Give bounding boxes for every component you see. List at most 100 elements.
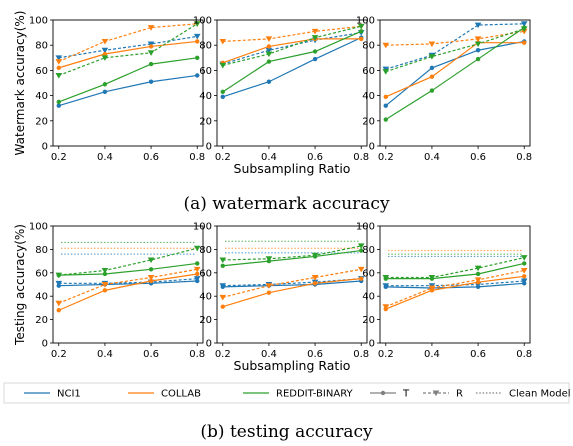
point-reddit-binary-r (147, 257, 155, 264)
series-nci1-t (222, 280, 362, 288)
point-nci1-r (219, 283, 227, 289)
point-reddit-binary-t (359, 248, 364, 253)
point-collab-t (148, 44, 154, 49)
point-reddit-binary-r (520, 255, 528, 261)
point-collab-t (522, 40, 527, 45)
point-reddit-binary-t (312, 49, 318, 54)
x-tick-label: 0.4 (261, 152, 277, 163)
x-tick-label: 0.2 (51, 152, 67, 163)
point-collab-r (193, 266, 201, 273)
series-nci1-r (58, 278, 198, 284)
point-reddit-binary-r (428, 54, 436, 60)
y-tick-label: 40 (35, 292, 48, 303)
point-nci1-t (220, 94, 225, 100)
legend: NCI1 COLLAB REDDIT-BINARY T R Clean Model (3, 382, 571, 404)
point-nci1-r (55, 55, 63, 61)
x-tick-label: 0.8 (189, 349, 205, 360)
legend-label: COLLAB (161, 389, 201, 400)
point-nci1-t (148, 79, 154, 84)
x-tick-label: 0.8 (516, 349, 532, 360)
y-tick-label: 0 (369, 339, 375, 350)
x-tick-label: 0.8 (189, 152, 205, 163)
series-collab-t (385, 275, 525, 310)
y-tick-label: 40 (199, 292, 212, 303)
point-collab-r (219, 38, 227, 45)
point-collab-r (265, 36, 273, 43)
point-reddit-binary-r (474, 41, 482, 48)
x-tick-label: 0.4 (97, 349, 113, 360)
point-nci1-r (55, 280, 63, 287)
series-reddit-binary-t (58, 57, 198, 103)
legend-label: R (456, 389, 463, 400)
series-reddit-binary-t (385, 27, 525, 121)
point-collab-r (147, 25, 155, 31)
axes-frame (379, 19, 531, 147)
x-tick-label: 0.6 (143, 349, 159, 360)
series-nci1-t (222, 37, 362, 98)
y-tick-label: 100 (356, 222, 375, 233)
series-reddit-binary-t (385, 262, 525, 280)
point-nci1-t (475, 48, 481, 53)
series-reddit-binary-r (222, 25, 362, 66)
y-tick-label: 0 (42, 142, 48, 153)
y-tick-label: 80 (362, 245, 375, 256)
point-reddit-binary-r (265, 256, 273, 262)
y-tick-label: 100 (193, 222, 212, 233)
point-reddit-binary-r (147, 50, 155, 56)
point-reddit-binary-t (195, 261, 200, 266)
series-collab-t (222, 278, 362, 308)
x-tick-label: 0.8 (353, 349, 369, 360)
y-tick-label: 80 (35, 41, 48, 52)
point-collab-r (428, 41, 436, 48)
point-reddit-binary-t (102, 271, 108, 277)
series-collab-r (385, 269, 525, 308)
point-collab-r (311, 275, 319, 281)
x-tick-label: 0.2 (215, 349, 231, 360)
point-collab-t (56, 65, 61, 71)
point-collab-t (102, 51, 108, 57)
point-reddit-binary-t (220, 89, 225, 95)
panel-watermark-1: 0 20 40 60 80 100 0.2 0.4 0.6 0.8 Watermark accura… (13, 11, 205, 163)
point-collab-t (312, 281, 318, 286)
point-reddit-binary-t (148, 267, 154, 272)
point-collab-r (382, 304, 390, 310)
axes-frame (379, 225, 531, 344)
point-reddit-binary-r (193, 245, 201, 252)
legend-label: NCI1 (57, 389, 81, 400)
point-reddit-binary-t (383, 117, 388, 122)
panel-watermark-3: 0 20 40 60 80 100 0.2 0.4 0.6 0.8 (356, 16, 532, 164)
x-tick-label: 0.4 (424, 349, 440, 360)
series-reddit-binary-t (222, 30, 362, 93)
x-tick-label: 0.4 (97, 152, 113, 163)
series-collab-r (222, 25, 362, 43)
y-tick-label: 40 (35, 91, 48, 102)
point-reddit-binary-t (195, 55, 200, 60)
point-collab-t (195, 271, 200, 277)
point-collab-r (382, 42, 390, 49)
y-tick-label: 20 (199, 315, 212, 326)
x-tick-label: 0.6 (143, 152, 159, 163)
axes-frame (52, 19, 204, 147)
point-reddit-binary-t (220, 263, 225, 268)
point-reddit-binary-r (193, 21, 201, 27)
y-tick-label: 60 (199, 66, 212, 77)
y-tick-label: 80 (199, 245, 212, 256)
series-reddit-binary-r (58, 23, 198, 77)
point-collab-t (359, 36, 364, 42)
panel-testing-3: 0 20 40 60 80 100 0.2 0.4 0.6 0.8 (356, 222, 532, 361)
y-tick-label: 100 (193, 16, 212, 27)
point-collab-r (474, 36, 482, 43)
x-tick-label: 0.4 (261, 349, 277, 360)
point-nci1-r (520, 21, 528, 27)
point-collab-r (474, 277, 482, 283)
point-nci1-t (195, 73, 200, 78)
point-nci1-t (102, 89, 108, 95)
x-tick-label: 0.2 (215, 152, 231, 163)
point-reddit-binary-r (311, 35, 319, 41)
point-nci1-t (429, 65, 435, 71)
point-collab-r (520, 267, 528, 274)
point-collab-r (357, 266, 365, 273)
point-nci1-t (56, 103, 61, 108)
series-reddit-binary-r (58, 247, 198, 276)
